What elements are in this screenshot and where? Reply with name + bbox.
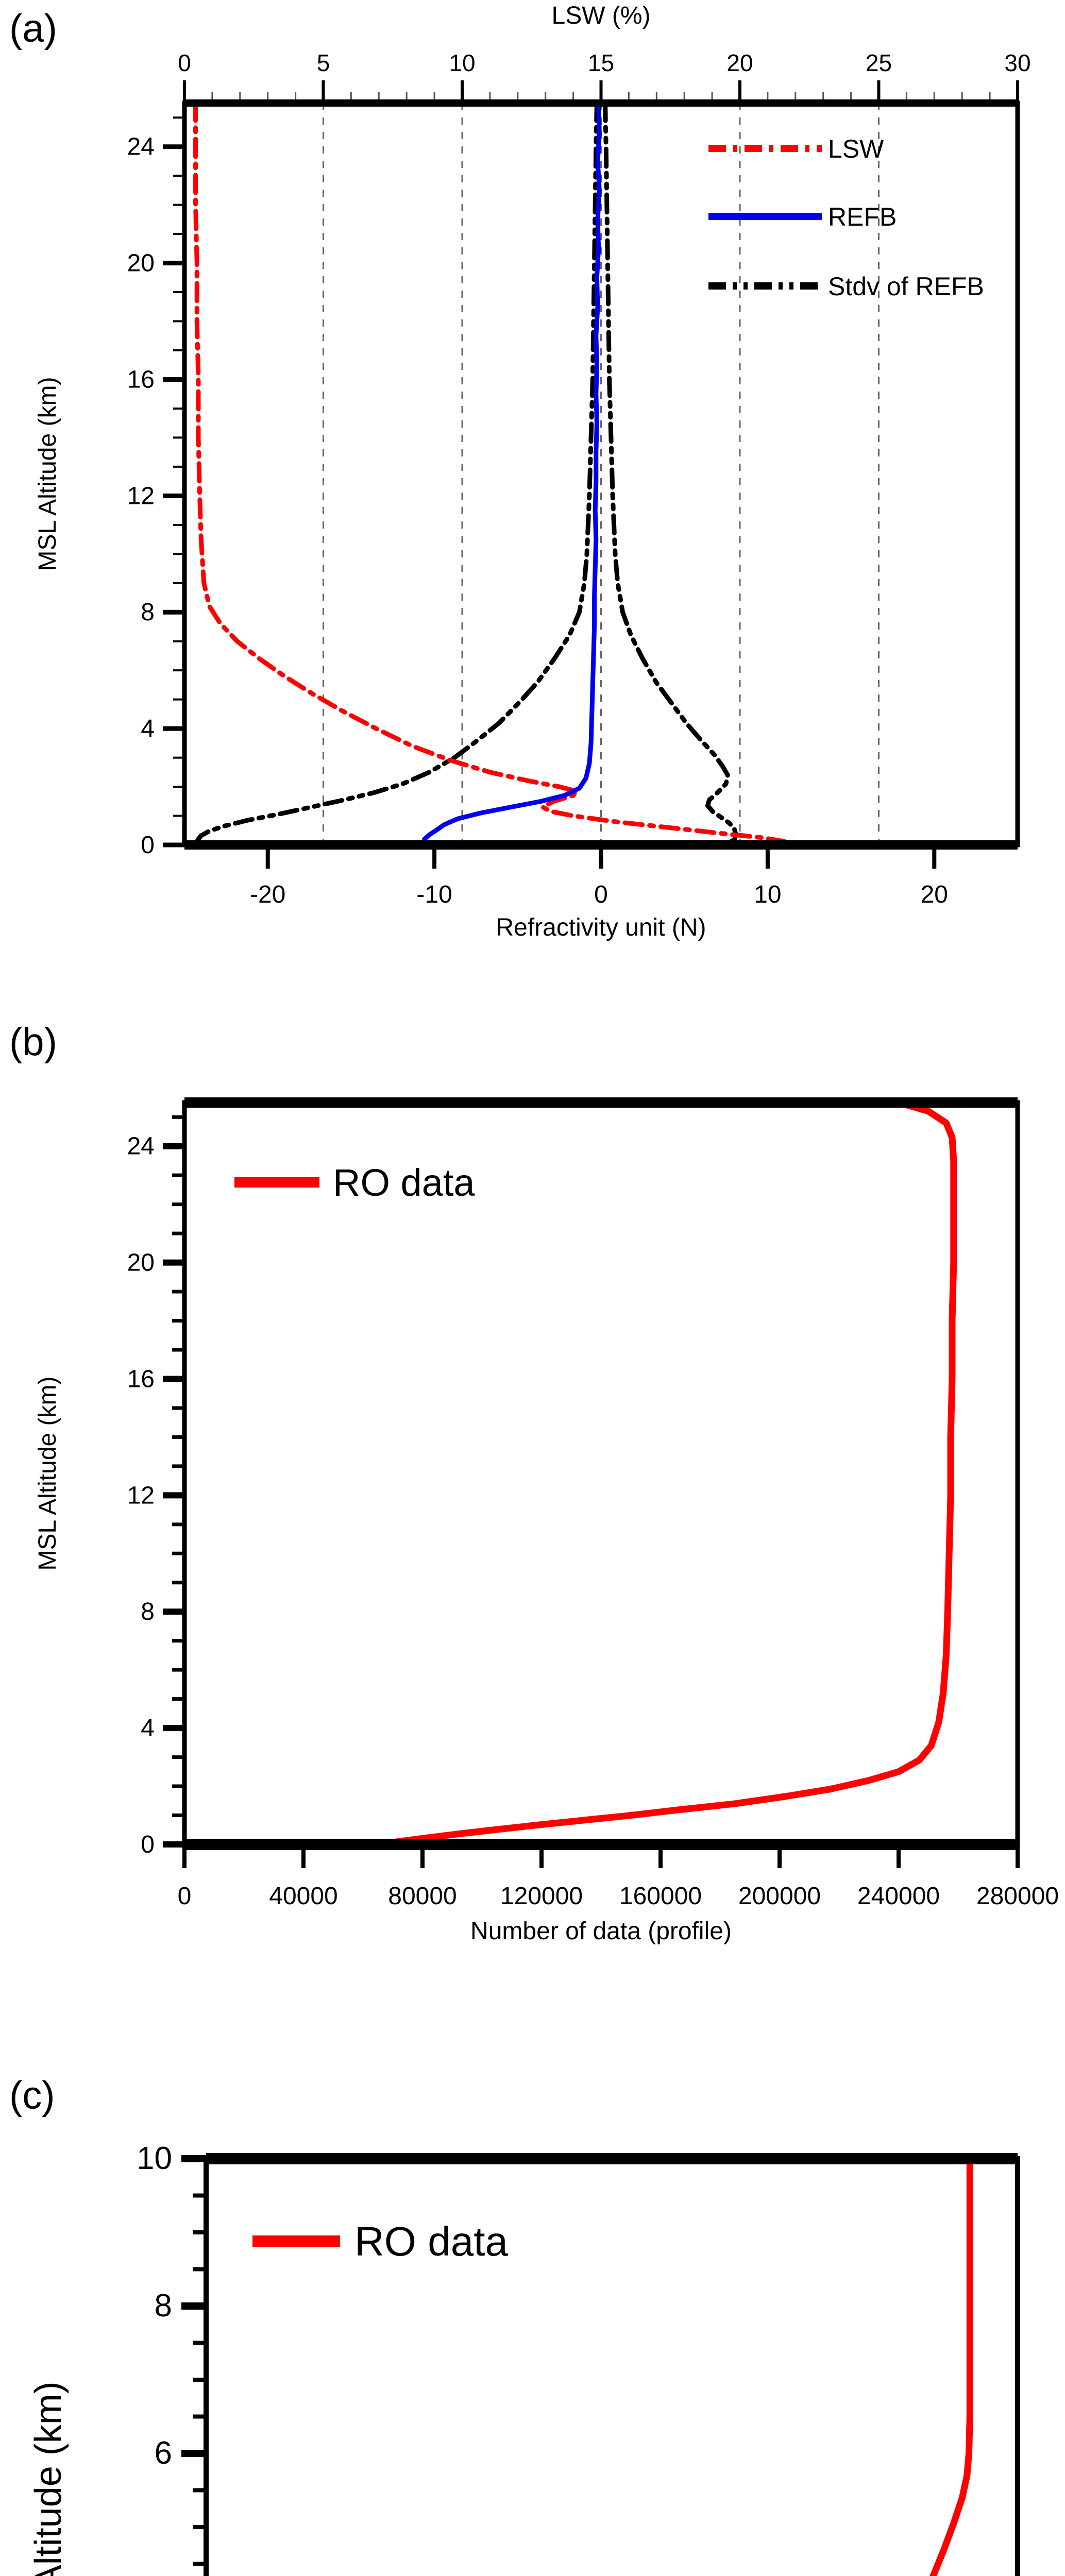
bottom-axis-title: Number of data (profile) xyxy=(470,1918,732,1945)
top-tick-label: 30 xyxy=(1004,49,1030,76)
legend-label: RO data xyxy=(333,1161,475,1204)
top-tick-label: 20 xyxy=(726,49,753,76)
panel-b: 0 40000 80000 120000 160000 200000 240000 28000… xyxy=(0,1025,1065,2071)
legend-label: Stdv of REFB xyxy=(828,272,984,301)
bottom-tick-label: -10 xyxy=(416,881,452,908)
y-tick-label: 24 xyxy=(127,133,155,161)
series-stdv-of-refb-left xyxy=(195,100,599,848)
bottom-tick-label: 160000 xyxy=(619,1883,702,1910)
panel-c-svg: 20406080100Percentage (%)0246810MSL Alti… xyxy=(28,2141,1020,2576)
plot-frame xyxy=(182,1100,1020,1847)
top-tick-label: 15 xyxy=(588,49,614,76)
y-tick-label: 12 xyxy=(127,1482,155,1509)
bottom-tick-label: 80000 xyxy=(388,1883,457,1910)
bottom-axis-title: Refractivity unit (N) xyxy=(496,914,706,941)
bottom-tick-label: 40000 xyxy=(269,1883,337,1910)
panel-a-group: LSW (%) 0 5 10 15 20 25 30 -20 -10 0 10 20 Refractivi… xyxy=(34,2,1031,941)
panel-a-svg: LSW (%) 0 5 10 15 20 25 30 -20 -10 0 10 20 Refractivi… xyxy=(34,2,1031,941)
y-tick-label: 12 xyxy=(127,482,155,510)
top-tick-label: 25 xyxy=(866,49,892,76)
legend-label: REFB xyxy=(828,202,897,231)
y-tick-label: 8 xyxy=(141,599,155,626)
y-tick-label: 20 xyxy=(127,1249,155,1277)
y-tick-label: 10 xyxy=(137,2141,172,2176)
legend-item-stdv-of-refb: Stdv of REFB xyxy=(708,272,984,301)
bottom-tick-label: 10 xyxy=(754,881,781,908)
series-refb xyxy=(422,100,602,848)
bottom-tick-label: 0 xyxy=(178,1883,192,1910)
legend-item-lsw: LSW xyxy=(708,134,884,163)
y-tick-label: 4 xyxy=(141,715,155,742)
series-lsw xyxy=(193,100,795,848)
bottom-tick-label: 200000 xyxy=(738,1883,821,1910)
bottom-tick-label: 0 xyxy=(594,881,608,908)
y-tick-label: 16 xyxy=(127,366,155,393)
panel-b-label: (b) xyxy=(9,1020,57,1064)
legend-label: RO data xyxy=(354,2218,508,2264)
top-tick-label: 0 xyxy=(178,49,191,76)
y-tick-label: 0 xyxy=(141,832,155,859)
top-tick-label: 5 xyxy=(317,49,330,76)
bottom-tick-label: 20 xyxy=(921,881,948,908)
y-tick-label: 16 xyxy=(127,1365,155,1393)
y-tick-label: 8 xyxy=(141,1598,155,1625)
y-tick-label: 24 xyxy=(127,1133,155,1160)
legend-label: LSW xyxy=(828,134,884,163)
bottom-tick-label: 120000 xyxy=(500,1883,583,1910)
y-tick-label: 8 xyxy=(155,2288,172,2324)
panel-a: LSW (%) 0 5 10 15 20 25 30 -20 -10 0 10 20 Refractivi… xyxy=(0,0,1065,1025)
panel-c-label: (c) xyxy=(9,2074,55,2117)
panel-b-group: 0 40000 80000 120000 160000 200000 240000 28000… xyxy=(34,1097,1059,1945)
top-tick-label: 10 xyxy=(449,49,475,76)
series-stdv-of-refb-right xyxy=(603,100,738,848)
y-tick-label: 20 xyxy=(127,250,155,277)
y-tick-label: 6 xyxy=(155,2435,172,2471)
legend-item-ro-data: RO data xyxy=(234,1161,475,1204)
series-ro-data xyxy=(377,1099,957,1848)
plot-frame xyxy=(204,2156,1020,2576)
y-axis-title: MSL Altitude (km) xyxy=(34,1377,61,1571)
panel-c: 20406080100Percentage (%)0246810MSL Alti… xyxy=(0,2071,1065,2576)
bottom-tick-label: 240000 xyxy=(857,1883,940,1910)
y-axis-title: MSL Altitude (km) xyxy=(28,2381,69,2576)
series-ro-data xyxy=(929,2155,973,2576)
panel-b-svg: 0 40000 80000 120000 160000 200000 240000 28000… xyxy=(34,1097,1059,1945)
y-tick-label: 0 xyxy=(141,1831,155,1858)
legend-item-ro-data: RO data xyxy=(252,2218,508,2264)
bottom-tick-label: 280000 xyxy=(976,1883,1059,1910)
y-tick-label: 4 xyxy=(141,1715,155,1742)
bottom-tick-label: -20 xyxy=(250,881,285,908)
y-axis-title: MSL Altitude (km) xyxy=(34,377,61,571)
panel-c-group: 20406080100Percentage (%)0246810MSL Alti… xyxy=(28,2141,1020,2576)
legend-item-refb: REFB xyxy=(708,202,897,231)
panel-a-label: (a) xyxy=(9,7,57,50)
top-axis-title: LSW (%) xyxy=(552,2,651,29)
